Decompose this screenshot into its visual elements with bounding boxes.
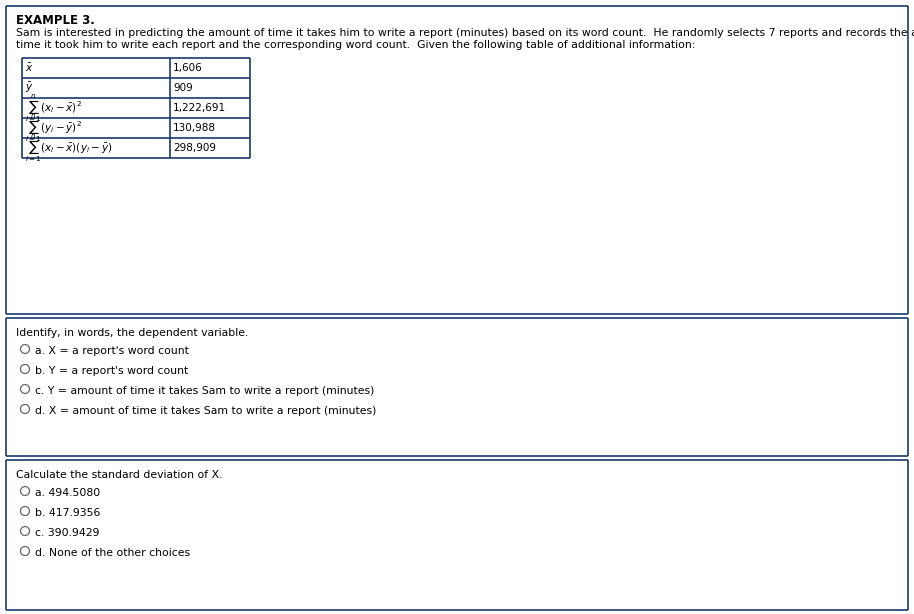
Text: 1,606: 1,606 — [173, 63, 203, 73]
Text: 130,988: 130,988 — [173, 123, 216, 133]
Text: b. 417.9356: b. 417.9356 — [35, 508, 101, 518]
Text: $\sum_{i=1}^{n}(x_i - \bar{x})^2$: $\sum_{i=1}^{n}(x_i - \bar{x})^2$ — [25, 92, 82, 124]
Text: EXAMPLE 3.: EXAMPLE 3. — [16, 14, 95, 27]
Text: d. X = amount of time it takes Sam to write a report (minutes): d. X = amount of time it takes Sam to wr… — [35, 406, 377, 416]
Text: Calculate the standard deviation of X.: Calculate the standard deviation of X. — [16, 470, 222, 480]
Text: 1,222,691: 1,222,691 — [173, 103, 226, 113]
Text: $\sum_{i=1}^{n}(y_i - \bar{y})^2$: $\sum_{i=1}^{n}(y_i - \bar{y})^2$ — [25, 112, 82, 144]
Text: d. None of the other choices: d. None of the other choices — [35, 548, 190, 558]
Circle shape — [20, 344, 29, 354]
Circle shape — [20, 486, 29, 495]
Text: time it took him to write each report and the corresponding word count.  Given t: time it took him to write each report an… — [16, 40, 696, 50]
Text: b. Y = a report's word count: b. Y = a report's word count — [35, 366, 188, 376]
Text: c. Y = amount of time it takes Sam to write a report (minutes): c. Y = amount of time it takes Sam to wr… — [35, 386, 375, 396]
Text: a. X = a report's word count: a. X = a report's word count — [35, 346, 189, 356]
Circle shape — [20, 405, 29, 413]
Text: Sam is interested in predicting the amount of time it takes him to write a repor: Sam is interested in predicting the amou… — [16, 28, 914, 38]
Text: 298,909: 298,909 — [173, 143, 216, 153]
Text: $\bar{y}$: $\bar{y}$ — [25, 81, 34, 95]
Circle shape — [20, 384, 29, 394]
Text: $\bar{x}$: $\bar{x}$ — [25, 62, 34, 74]
Text: a. 494.5080: a. 494.5080 — [35, 488, 101, 498]
Text: c. 390.9429: c. 390.9429 — [35, 528, 100, 538]
Circle shape — [20, 526, 29, 535]
Text: Identify, in words, the dependent variable.: Identify, in words, the dependent variab… — [16, 328, 249, 338]
Circle shape — [20, 365, 29, 373]
Circle shape — [20, 507, 29, 516]
Circle shape — [20, 546, 29, 556]
Text: 909: 909 — [173, 83, 193, 93]
Text: $\sum_{i=1}^{n}(x_i - \bar{x})(y_i - \bar{y})$: $\sum_{i=1}^{n}(x_i - \bar{x})(y_i - \ba… — [25, 132, 112, 164]
